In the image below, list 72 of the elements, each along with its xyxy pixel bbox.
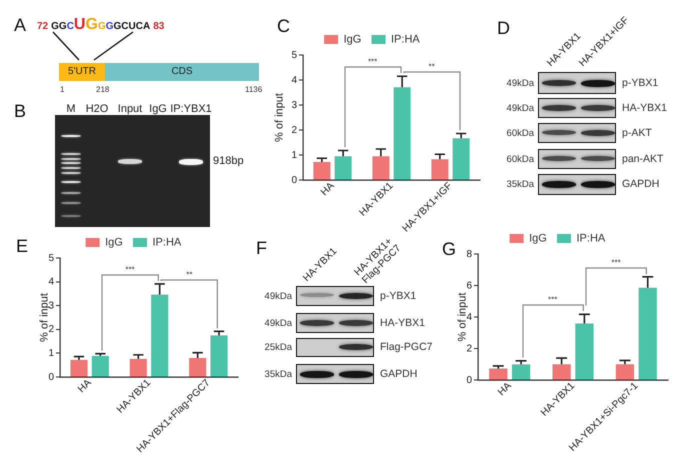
annotation: ** xyxy=(428,62,435,72)
x-tick-label: HA xyxy=(76,377,94,396)
y-tick-label: 4 xyxy=(291,74,298,86)
category-label: p-YBX1 xyxy=(622,76,658,88)
text: CDS xyxy=(171,66,193,77)
chart-title: E xyxy=(16,236,28,256)
annotation: *** xyxy=(368,57,378,66)
legend-label: IgG xyxy=(344,34,371,46)
category-label: HA-YBX1 xyxy=(380,316,425,328)
category-label: GAPDH xyxy=(380,368,418,380)
y-tick-label: 2 xyxy=(291,124,298,136)
text: 72 xyxy=(37,20,48,34)
category-label: 35kDa xyxy=(264,368,292,380)
category-label: 35kDa xyxy=(506,179,534,190)
y-tick-label: 5 xyxy=(48,252,54,264)
y-tick-label: 6 xyxy=(466,280,472,292)
x-tick-label: HA xyxy=(496,380,514,398)
y-tick-label: 2 xyxy=(466,343,472,354)
text: 83 xyxy=(153,20,164,34)
y-tick-label: 0 xyxy=(48,372,54,383)
annotation: *** xyxy=(611,258,621,267)
text: A xyxy=(14,15,26,35)
text: 1136 xyxy=(245,85,262,94)
chart-title: C xyxy=(277,16,290,36)
y-tick-label: 5 xyxy=(291,50,298,61)
legend-label: IgG xyxy=(529,232,556,245)
category-label: p-YBX1 xyxy=(380,290,416,302)
category-label: p-AKT xyxy=(622,126,652,138)
annotation: ** xyxy=(186,270,192,279)
y-tick-label: 0 xyxy=(466,374,472,386)
y-tick-label: 2 xyxy=(48,324,54,336)
text: B xyxy=(14,101,26,121)
category-label: 49kDa xyxy=(506,102,534,114)
text: GGCUGGGGCUCA xyxy=(51,16,150,33)
category-label: pan-AKT xyxy=(622,152,664,164)
text: F xyxy=(256,238,267,258)
category-label: IP:YBX1 xyxy=(170,103,212,115)
y-tick-label: 4 xyxy=(466,312,472,323)
category-label: M xyxy=(66,103,76,115)
annotation: *** xyxy=(548,295,558,304)
category-label: IgG xyxy=(149,103,167,115)
y-tick-label: 8 xyxy=(466,248,472,260)
category-label: GAPDH xyxy=(622,178,660,190)
category-label: Flag-PGC7 xyxy=(380,341,433,353)
category-label: 25kDa xyxy=(264,342,292,353)
legend-label: IP:HA xyxy=(152,236,190,249)
text: 218 xyxy=(96,85,110,94)
text: 5'UTR xyxy=(68,66,96,77)
legend-label: IgG xyxy=(105,236,132,249)
y-tick-label: 1 xyxy=(48,348,54,359)
category-label: 60kDa xyxy=(506,128,534,138)
legend-label: IP:HA xyxy=(391,34,428,46)
text: D xyxy=(497,18,510,38)
y-tick-label: 4 xyxy=(48,276,54,288)
category-label: HA-YBX1 xyxy=(622,102,667,114)
y-tick-label: 1 xyxy=(291,150,298,161)
text: 918bp xyxy=(213,155,244,167)
y-axis-title: % of input xyxy=(274,93,286,142)
legend-label: IP:HA xyxy=(576,232,614,245)
text: 1 xyxy=(60,85,64,94)
y-tick-label: 3 xyxy=(48,300,54,312)
x-tick-label: HA xyxy=(318,180,337,198)
y-tick-label: 0 xyxy=(291,174,298,186)
category-label: 60kDa xyxy=(506,154,534,164)
category-label: Input xyxy=(118,103,142,115)
y-tick-label: 3 xyxy=(291,100,298,111)
annotation: *** xyxy=(125,264,135,274)
category-label: H2O xyxy=(86,103,108,115)
category-label: 49kDa xyxy=(506,78,534,88)
category-label: 49kDa xyxy=(264,318,292,328)
chart-title: G xyxy=(442,239,456,259)
category-label: 49kDa xyxy=(264,290,292,302)
